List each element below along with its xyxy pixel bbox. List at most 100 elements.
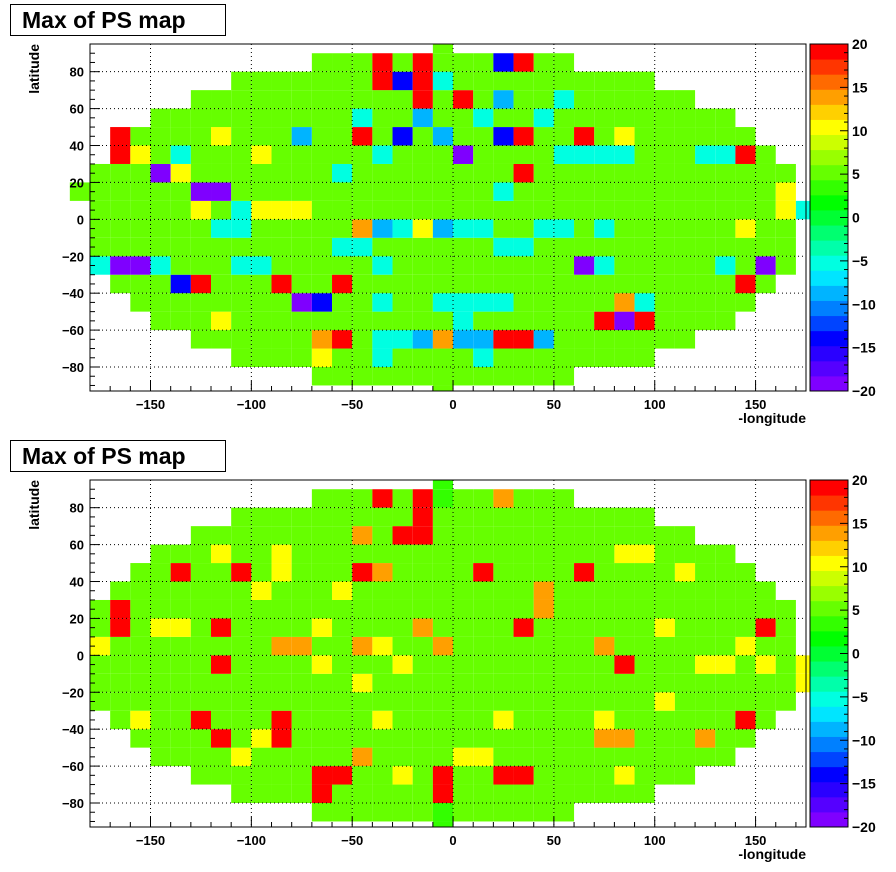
heatmap-cell [453, 367, 474, 386]
heatmap-cell [291, 784, 312, 804]
heatmap-cell [69, 182, 90, 201]
heatmap-cell [574, 563, 595, 582]
heatmap-cell [352, 766, 373, 785]
heatmap-cell [150, 563, 171, 582]
y-tick-label: 60 [70, 538, 84, 553]
heatmap-cell [493, 237, 514, 257]
heatmap-cell [755, 581, 776, 600]
heatmap-cell [170, 182, 191, 201]
heatmap-cell [271, 766, 292, 785]
heatmap-cell [634, 599, 655, 619]
heatmap-cell [634, 563, 655, 582]
heatmap-cell [654, 200, 675, 220]
y-tick-label: −40 [62, 722, 84, 737]
y-tick-label: 0 [77, 212, 84, 227]
color-bar-segment [810, 315, 848, 332]
heatmap-cell [553, 200, 575, 220]
heatmap-cell [271, 200, 292, 220]
color-bar-segment [810, 781, 848, 798]
heatmap-cell [352, 507, 373, 527]
heatmap-cell [432, 237, 454, 257]
heatmap-cell [553, 803, 575, 822]
heatmap-cell [271, 507, 292, 527]
heatmap-cell [271, 636, 292, 656]
heatmap-cell [392, 274, 413, 294]
heatmap-cell [735, 274, 756, 294]
heatmap-cell [654, 237, 675, 257]
color-bar-segment [810, 691, 848, 707]
heatmap-cell [695, 200, 716, 220]
heatmap-cell [674, 692, 696, 711]
heatmap-cell [311, 256, 333, 275]
heatmap-cell [553, 784, 575, 804]
heatmap-cell [634, 219, 655, 238]
heatmap-cell [392, 311, 413, 331]
heatmap-cell [332, 729, 353, 748]
heatmap-cell [231, 200, 252, 220]
heatmap-cell [453, 311, 474, 331]
heatmap-cell [372, 636, 393, 656]
heatmap-cell [695, 563, 716, 582]
heatmap-cell [231, 692, 252, 711]
heatmap-cell [614, 581, 635, 600]
heatmap-cell [170, 544, 191, 564]
heatmap-cell [211, 293, 232, 312]
heatmap-cell [533, 108, 554, 128]
heatmap-cell [574, 293, 595, 312]
heatmap-cell [533, 636, 554, 656]
heatmap-cell [715, 145, 736, 164]
color-bar-segment [810, 615, 848, 632]
axis-ticks [89, 479, 797, 827]
color-bar-label: −20 [852, 819, 876, 835]
heatmap-cell [231, 784, 252, 804]
heatmap-cell [654, 710, 675, 730]
heatmap-cell [513, 90, 534, 109]
heatmap-cell [332, 563, 353, 582]
heatmap-cell [533, 256, 554, 275]
heatmap-cell [594, 163, 615, 183]
heatmap-cell [493, 655, 514, 674]
heatmap-cell [493, 673, 514, 693]
heatmap-cell [775, 219, 796, 238]
heatmap-cell [352, 53, 373, 72]
heatmap-cell [473, 673, 494, 693]
x-tick-label: 50 [547, 397, 561, 412]
heatmap-cell [130, 636, 151, 656]
heatmap-cell [372, 293, 393, 312]
heatmap-cell [372, 563, 393, 582]
heatmap-cell [432, 163, 454, 183]
heatmap-cell [412, 544, 433, 564]
heatmap-cell [392, 710, 413, 730]
heatmap-cell [90, 599, 111, 619]
heatmap-cell [150, 636, 171, 656]
heatmap-cell [453, 636, 474, 656]
heatmap-cell [654, 563, 675, 582]
heatmap-cell [432, 507, 454, 527]
heatmap-cell [332, 673, 353, 693]
heatmap-cell [453, 526, 474, 545]
heatmap-cell [291, 581, 312, 600]
heatmap-cell [473, 729, 494, 748]
heatmap-cell [432, 108, 454, 128]
heatmap-cell [170, 747, 191, 767]
heatmap-cells [90, 480, 817, 827]
heatmap-cell [634, 766, 655, 785]
heatmap-cell [453, 544, 474, 564]
heatmap-cell [412, 108, 433, 128]
heatmap-cell [271, 274, 292, 294]
heatmap-cell [332, 163, 353, 183]
heatmap-cell [271, 256, 292, 275]
heatmap-cell [513, 655, 534, 674]
heatmap-cell [412, 747, 433, 767]
heatmap-cell [432, 563, 454, 582]
heatmap-cell [231, 581, 252, 600]
heatmap-cell [695, 256, 716, 275]
heatmap-cell [332, 766, 353, 785]
y-tick-label: 60 [70, 102, 84, 117]
heatmap-cell [372, 581, 393, 600]
heatmap-cell [533, 163, 554, 183]
heatmap-cell [715, 274, 736, 294]
heatmap-cell [493, 766, 514, 785]
heatmap-cell [352, 803, 373, 822]
heatmap-cell [251, 182, 272, 201]
